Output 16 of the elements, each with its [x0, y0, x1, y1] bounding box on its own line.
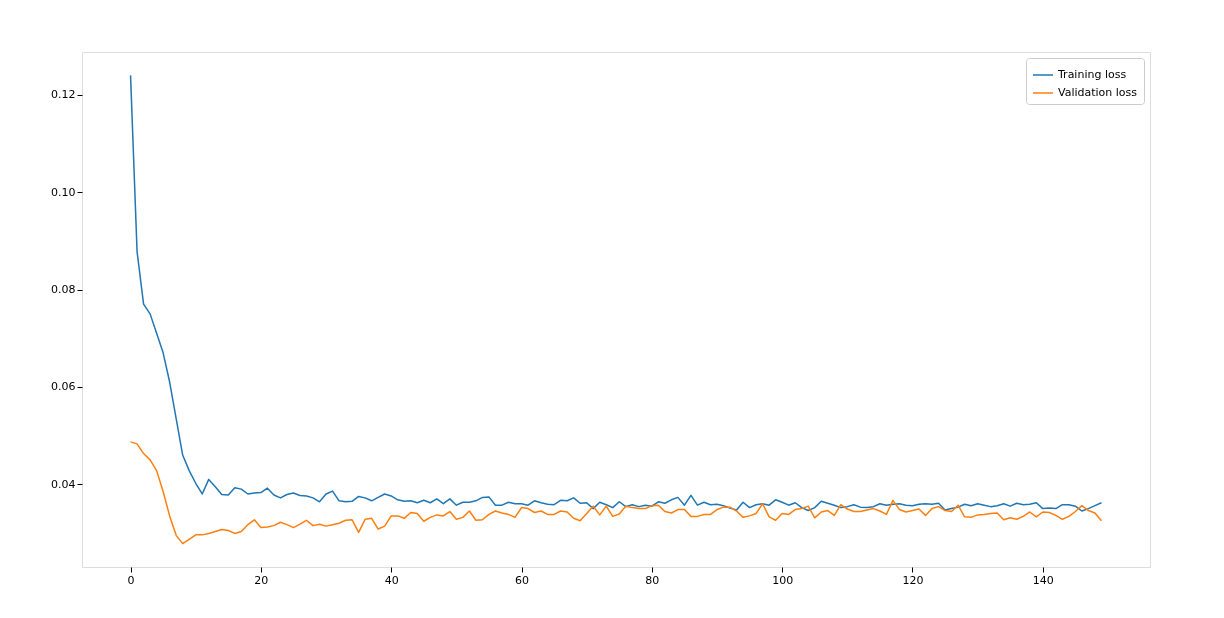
x-tick-label: 100: [772, 573, 794, 587]
y-tick-label: 0.04: [51, 477, 76, 491]
legend-label: Validation loss: [1058, 86, 1138, 99]
y-tick-label: 0.06: [51, 380, 76, 394]
x-tick-label: 80: [645, 573, 660, 587]
x-tick-label: 40: [384, 573, 399, 587]
y-tick-label: 0.10: [51, 185, 76, 199]
x-tick-label: 140: [1032, 573, 1054, 587]
legend-label: Training loss: [1057, 68, 1127, 81]
line-series: [129, 441, 1103, 545]
x-tick-label: 120: [902, 573, 924, 587]
x-tick-label: 20: [254, 573, 269, 587]
x-tick-label: 60: [515, 573, 530, 587]
y-tick-label: 0.12: [51, 88, 76, 102]
y-tick-label: 0.08: [51, 283, 76, 297]
x-tick-label: 0: [127, 573, 135, 587]
